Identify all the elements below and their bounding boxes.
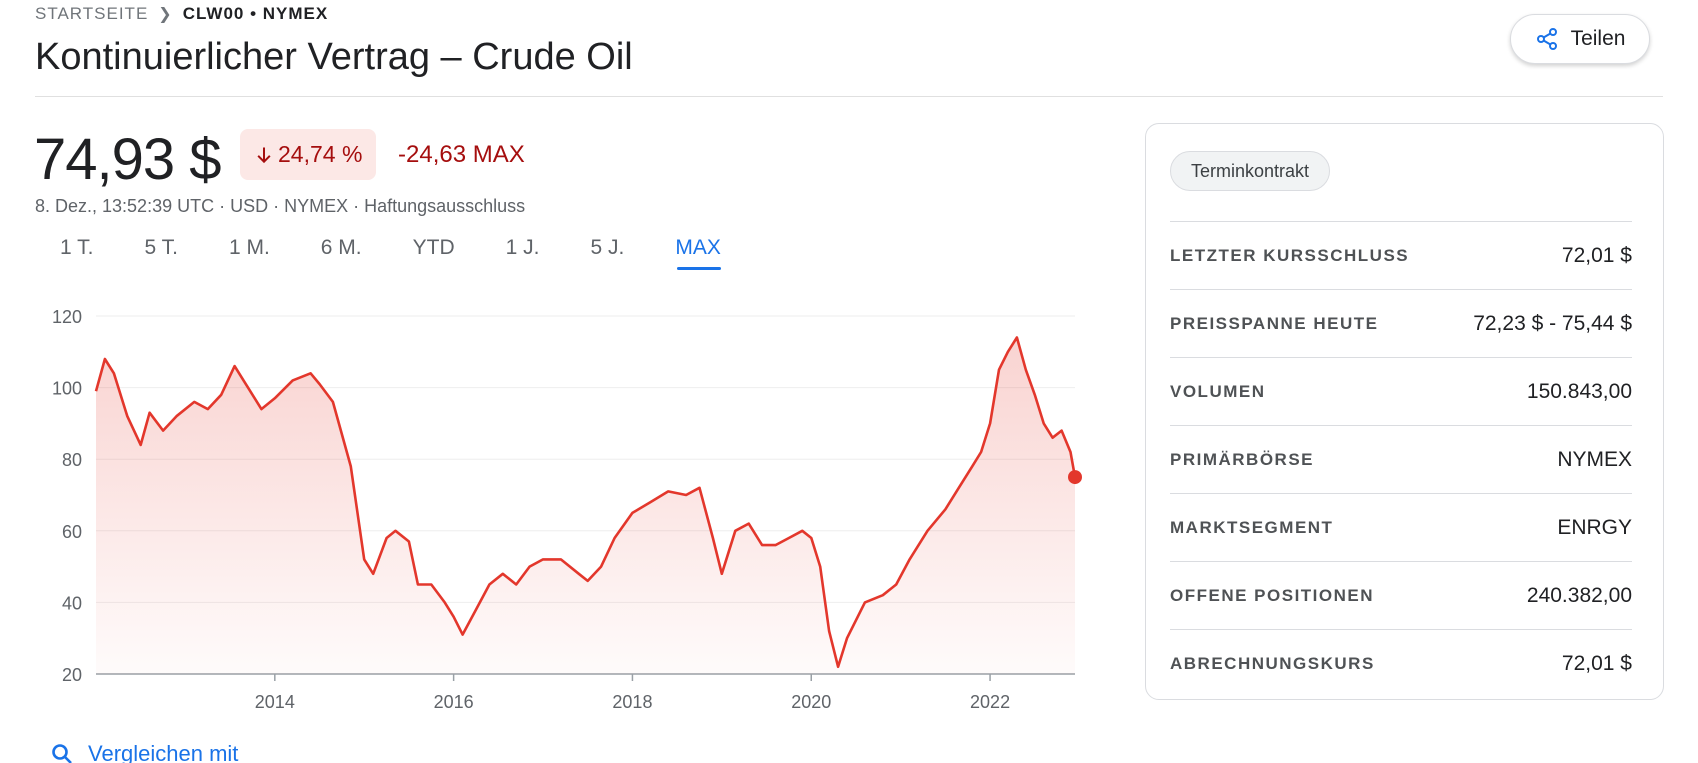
arrow-down-icon: [257, 147, 271, 163]
range-tab-6m[interactable]: 6 M.: [320, 236, 362, 259]
stat-label: MARKTSEGMENT: [1170, 517, 1334, 537]
x-tick-label: 2020: [791, 692, 831, 712]
y-tick-label: 40: [62, 593, 82, 613]
stat-value: ENRGY: [1557, 515, 1632, 539]
breadcrumb: STARTSEITE ❯ CLW00 • NYMEX: [35, 4, 328, 24]
chevron-right-icon: ❯: [158, 6, 173, 23]
breadcrumb-ticker: CLW00 • NYMEX: [182, 4, 329, 23]
stats-card: Terminkontrakt LETZTER KURSSCHLUSS 72,01…: [1145, 123, 1664, 700]
stat-value: NYMEX: [1557, 447, 1632, 471]
stat-label: VOLUMEN: [1170, 381, 1266, 401]
range-tab-max[interactable]: MAX: [675, 236, 721, 270]
stat-row: MARKTSEGMENT ENRGY: [1170, 493, 1632, 561]
range-tab-ytd[interactable]: YTD: [412, 236, 455, 259]
x-tick-label: 2016: [434, 692, 474, 712]
share-label: Teilen: [1570, 27, 1626, 50]
breadcrumb-home-link[interactable]: STARTSEITE: [35, 4, 149, 23]
change-percent: 24,74 %: [278, 141, 363, 167]
stat-value: 72,01 $: [1561, 651, 1632, 675]
y-tick-label: 60: [62, 522, 82, 542]
y-tick-label: 20: [62, 665, 82, 685]
range-tab-5y[interactable]: 5 J.: [590, 236, 625, 259]
change-absolute: -24,63 MAX: [398, 141, 525, 168]
quote-meta: 8. Dez., 13:52:39 UTC · USD · NYMEX · Ha…: [35, 196, 526, 216]
stat-label: OFFENE POSITIONEN: [1170, 585, 1375, 605]
price-line: [94, 336, 1077, 669]
range-tab-1y[interactable]: 1 J.: [505, 236, 540, 259]
search-icon: [52, 744, 72, 763]
stat-value: 72,01 $: [1561, 243, 1632, 267]
x-tick-label: 2018: [612, 692, 652, 712]
compare-button[interactable]: Vergleichen mit: [50, 741, 238, 763]
share-button[interactable]: Teilen: [1510, 14, 1650, 64]
stat-row: PRIMÄRBÖRSE NYMEX: [1170, 425, 1632, 493]
current-price: 74,93 $: [34, 127, 222, 192]
current-price-dot: [1068, 470, 1082, 485]
stat-value: 72,23 $ - 75,44 $: [1473, 311, 1632, 335]
stat-label: PREISSPANNE HEUTE: [1170, 313, 1379, 333]
stat-label: ABRECHNUNGSKURS: [1170, 653, 1375, 673]
compare-label: Vergleichen mit: [88, 741, 239, 763]
stat-row: LETZTER KURSSCHLUSS 72,01 $: [1170, 221, 1632, 289]
header-divider: [35, 96, 1663, 97]
stat-label: LETZTER KURSSCHLUSS: [1170, 245, 1410, 265]
price-chart[interactable]: 20 40 60 80 100 120 2014 2016 2018 2020 2022: [0, 290, 1100, 730]
stats-list: LETZTER KURSSCHLUSS 72,01 $ PREISSPANNE …: [1170, 221, 1632, 697]
stat-value: 240.382,00: [1526, 583, 1632, 607]
price-area: [96, 337, 1075, 674]
x-tick-label: 2014: [255, 692, 295, 712]
change-percent-badge: 24,74 %: [240, 129, 377, 180]
stat-row: OFFENE POSITIONEN 240.382,00: [1170, 561, 1632, 629]
stat-label: PRIMÄRBÖRSE: [1170, 449, 1315, 469]
y-tick-label: 120: [52, 307, 82, 327]
x-tick-label: 2022: [970, 692, 1010, 712]
stat-value: 150.843,00: [1526, 379, 1632, 403]
page-title: Kontinuierlicher Vertrag – Crude Oil: [35, 36, 633, 78]
y-tick-label: 80: [62, 450, 82, 470]
range-tab-5d[interactable]: 5 T.: [144, 236, 178, 259]
range-tab-1m[interactable]: 1 M.: [228, 236, 270, 259]
stat-row: PREISSPANNE HEUTE 72,23 $ - 75,44 $: [1170, 289, 1632, 357]
share-icon: [1536, 28, 1557, 50]
stat-row: VOLUMEN 150.843,00: [1170, 357, 1632, 425]
contract-type-chip: Terminkontrakt: [1170, 151, 1331, 191]
y-tick-label: 100: [52, 379, 82, 399]
range-tab-1d[interactable]: 1 T.: [60, 236, 94, 259]
range-tabs: 1 T. 5 T. 1 M. 6 M. YTD 1 J. 5 J. MAX: [60, 236, 772, 270]
stat-row: ABRECHNUNGSKURS 72,01 $: [1170, 629, 1632, 697]
